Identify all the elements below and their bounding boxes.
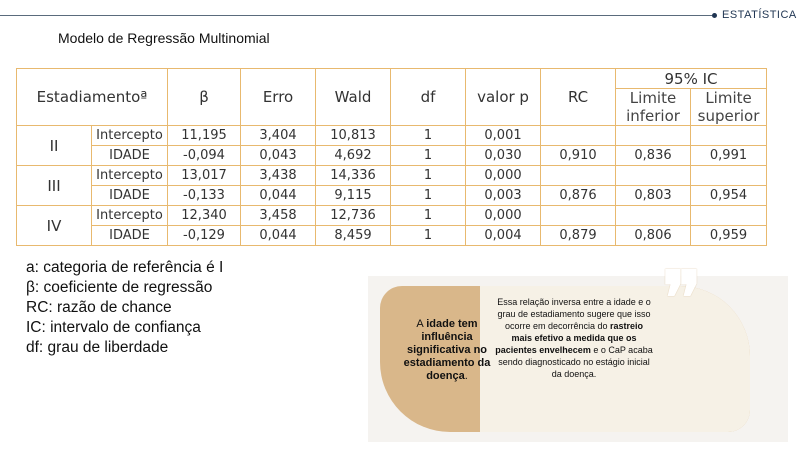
cell-df: 1: [390, 125, 467, 146]
cell-wald: 14,336: [315, 165, 392, 186]
cell-ic-low: [615, 165, 692, 186]
callout-body-text: Essa relação inversa entre a idade e o g…: [495, 297, 653, 379]
row-label: Intercepto: [90, 205, 169, 226]
cell-p: 0,000: [465, 205, 542, 226]
col-header-df: df: [390, 68, 467, 126]
cell-rc: [540, 205, 617, 226]
cell-erro: 3,458: [240, 205, 317, 226]
cell-erro: 0,044: [240, 185, 317, 206]
cell-df: 1: [390, 205, 467, 226]
stage-label: III: [16, 165, 92, 206]
cell-ic-high: 0,954: [690, 185, 768, 206]
table-row: II Intercepto 11,195 3,404 10,813 1 0,00…: [16, 125, 768, 166]
cell-rc: 0,910: [540, 145, 617, 166]
col-header-beta: β: [167, 68, 242, 126]
stage-label: IV: [16, 205, 92, 246]
callout-inner-panel: [480, 286, 750, 432]
cell-ic-low: 0,803: [615, 185, 692, 206]
cell-ic-high: [690, 165, 768, 186]
col-header-ic-low: Limite inferior: [615, 88, 692, 126]
col-header-ic-high: Limite superior: [690, 88, 768, 126]
cell-rc: [540, 125, 617, 146]
col-header-rc: RC: [540, 68, 617, 126]
cell-rc: 0,876: [540, 185, 617, 206]
cell-p: 0,003: [465, 185, 542, 206]
cell-df: 1: [390, 145, 467, 166]
row-label: IDADE: [90, 145, 169, 166]
row-label: Intercepto: [90, 165, 169, 186]
cell-beta: -0,133: [167, 185, 242, 206]
col-header-p: valor p: [465, 68, 542, 126]
col-header-ic-group: 95% IC: [615, 68, 768, 89]
cell-beta: 13,017: [167, 165, 242, 186]
cell-p: 0,004: [465, 225, 542, 246]
cell-df: 1: [390, 165, 467, 186]
cell-p: 0,001: [465, 125, 542, 146]
callout-body-bold: rastreio mais efetivo a medida que os pa…: [495, 321, 644, 355]
table-row: IDADE -0,129 0,044 8,459 1 0,004 0,879 0…: [17, 225, 768, 246]
cell-ic-high: [690, 125, 768, 146]
section-label: ESTATÍSTICA: [722, 9, 797, 21]
col-header-wald: Wald: [315, 68, 392, 126]
footnote: RC: razão de chance: [26, 299, 172, 316]
stage-label: II: [16, 125, 92, 166]
cell-wald: 12,736: [315, 205, 392, 226]
cell-ic-low: [615, 125, 692, 146]
col-header-erro: Erro: [240, 68, 317, 126]
header-rule: [0, 15, 712, 16]
row-label: IDADE: [90, 225, 169, 246]
bullet-icon: [712, 13, 717, 18]
cell-ic-high: 0,959: [690, 225, 768, 246]
slide-title: Modelo de Regressão Multinomial: [58, 30, 270, 46]
cell-ic-low: [615, 205, 692, 226]
cell-beta: -0,094: [167, 145, 242, 166]
footnote: IC: intervalo de confiança: [26, 319, 201, 336]
cell-ic-high: 0,991: [690, 145, 768, 166]
row-label: Intercepto: [90, 125, 169, 146]
cell-rc: 0,879: [540, 225, 617, 246]
footnotes: a: categoria de referência é I β: coefic…: [26, 258, 223, 358]
cell-wald: 10,813: [315, 125, 392, 146]
regression-table: Estadiamentoª β Erro Wald df valor p RC …: [15, 68, 768, 246]
cell-df: 1: [390, 225, 467, 246]
cell-erro: 3,438: [240, 165, 317, 186]
table-row: IDADE -0,094 0,043 4,692 1 0,030 0,910 0…: [17, 145, 768, 166]
col-header-stage: Estadiamentoª: [15, 68, 169, 126]
cell-wald: 9,115: [315, 185, 392, 206]
row-label: IDADE: [90, 185, 169, 206]
cell-beta: 11,195: [167, 125, 242, 146]
cell-beta: 12,340: [167, 205, 242, 226]
table-row: III Intercepto 13,017 3,438 14,336 1 0,0…: [16, 165, 768, 206]
cell-erro: 3,404: [240, 125, 317, 146]
cell-wald: 4,692: [315, 145, 392, 166]
table-row: IV Intercepto 12,340 3,458 12,736 1 0,00…: [16, 205, 768, 246]
table-row: IDADE -0,133 0,044 9,115 1 0,003 0,876 0…: [17, 185, 768, 206]
cell-p: 0,000: [465, 165, 542, 186]
footnote: β: coeficiente de regressão: [26, 279, 213, 296]
callout-highlight-text: A idade tem influência significativa no …: [403, 318, 491, 382]
cell-beta: -0,129: [167, 225, 242, 246]
cell-erro: 0,043: [240, 145, 317, 166]
cell-ic-low: 0,806: [615, 225, 692, 246]
cell-wald: 8,459: [315, 225, 392, 246]
cell-rc: [540, 165, 617, 186]
cell-ic-high: [690, 205, 768, 226]
footnote: df: grau de liberdade: [26, 339, 169, 356]
cell-df: 1: [390, 185, 467, 206]
footnote: a: categoria de referência é I: [26, 259, 224, 276]
callout-highlight-bold: idade tem influência significativa no es…: [403, 318, 491, 382]
cell-erro: 0,044: [240, 225, 317, 246]
quote-icon: ❞: [662, 256, 702, 342]
cell-ic-low: 0,836: [615, 145, 692, 166]
cell-p: 0,030: [465, 145, 542, 166]
